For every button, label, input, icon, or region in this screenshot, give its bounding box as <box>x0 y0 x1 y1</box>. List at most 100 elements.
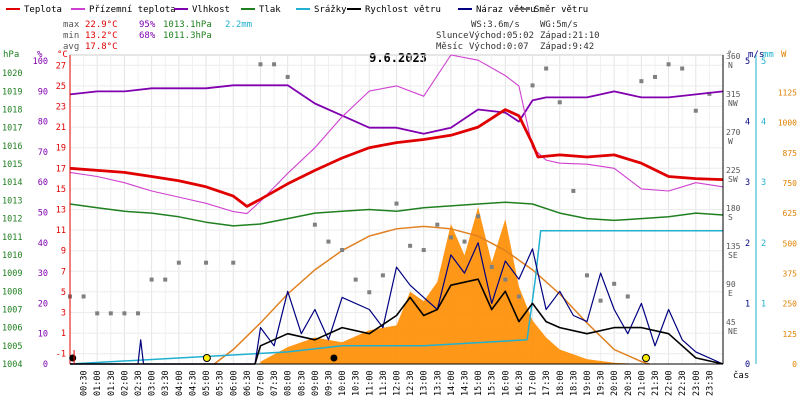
wind-direction-point <box>408 243 413 248</box>
x-tick-label: 08:00 <box>284 370 294 396</box>
wind-direction-point <box>666 62 671 67</box>
temperature-tick-label: 15 <box>56 185 66 195</box>
wind-direction-point <box>108 311 113 316</box>
stats-block: max 22.9°C 95% 1013.1hPa 2.2mm min 13.2°… <box>63 20 252 52</box>
wind-direction-point <box>557 100 562 105</box>
solar-tick-label: 1000 <box>778 119 797 128</box>
wind-direction-point <box>367 290 372 295</box>
temperature-tick-label: -1 <box>56 350 66 360</box>
solar-tick-label: 500 <box>783 239 798 248</box>
solar-tick-label: 0 <box>792 360 797 369</box>
sunrise-marker <box>202 354 211 362</box>
direction-name-label: NE <box>728 327 738 336</box>
x-tick-label: 20:30 <box>624 370 634 396</box>
wind-direction-point <box>122 311 127 316</box>
x-tick-label: 07:30 <box>270 370 280 396</box>
wind-direction-point <box>340 248 345 253</box>
wind-direction-point <box>652 74 657 79</box>
x-tick-label: 18:30 <box>569 370 579 396</box>
pressure-tick-label: 1010 <box>2 251 22 261</box>
wind-direction-point <box>285 74 290 79</box>
wind-direction-point <box>176 260 181 265</box>
wind-direction-point <box>462 239 467 244</box>
x-tick-label: 22:00 <box>665 370 675 396</box>
humidity-tick-label: 10 <box>38 330 48 340</box>
pressure-tick-label: 1017 <box>2 124 22 134</box>
wind-direction-point <box>394 201 399 206</box>
wind-direction-point <box>353 277 358 282</box>
wind-direction-points <box>68 62 712 316</box>
x-tick-label: 20:00 <box>610 370 620 396</box>
pressure-tick-label: 1011 <box>2 233 22 243</box>
chart-title: 9.6.2023 <box>369 51 427 65</box>
x-tick-label: 13:30 <box>433 370 443 396</box>
wind-direction-point <box>707 91 712 96</box>
temperature-tick-label: 1 <box>61 329 66 339</box>
moon-set: Západ:9:42 <box>540 42 594 52</box>
x-tick-label: 16:00 <box>501 370 511 396</box>
x-tick-label: 22:30 <box>678 370 688 396</box>
wind-direction-point <box>680 66 685 71</box>
temperature-tick-label: 27 <box>56 61 66 71</box>
wind-speed-tick-label: 0 <box>745 360 750 370</box>
humidity-tick-label: 20 <box>38 299 48 309</box>
direction-name-label: E <box>728 289 733 298</box>
x-tick-label: 10:00 <box>338 370 348 396</box>
x-tick-label: 08:30 <box>297 370 307 396</box>
temperature-tick-label: 9 <box>61 247 66 257</box>
temperature-tick-label: 11 <box>56 226 66 236</box>
direction-tick-label: 360 <box>726 52 741 61</box>
temperature-tick-label: 13 <box>56 206 66 216</box>
stats-avg-temp: 17.8°C <box>85 42 118 52</box>
x-tick-label: 10:30 <box>352 370 362 396</box>
legend-label: Rychlost větru <box>365 5 441 15</box>
x-tick-label: 04:00 <box>175 370 185 396</box>
stats-avg-label: avg <box>63 42 79 52</box>
x-tick-label: 05:30 <box>216 370 226 396</box>
x-tick-label: 18:00 <box>556 370 566 396</box>
temperature-tick-label: 19 <box>56 144 66 154</box>
series-line-p-zemn-teplota <box>69 54 724 215</box>
x-tick-label: 15:00 <box>474 370 484 396</box>
wind-gust-info: WG:5m/s <box>540 20 578 30</box>
direction-name-label: SW <box>728 175 738 184</box>
temperature-tick-label: 3 <box>61 309 66 319</box>
stats-min-temp: 13.2°C <box>85 31 118 41</box>
solar-tick-label: 750 <box>783 179 798 188</box>
x-tick-label: 03:00 <box>148 370 158 396</box>
wind-direction-point <box>612 281 617 286</box>
x-tick-label: 23:00 <box>692 370 702 396</box>
rain-tick-label: 1 <box>761 299 766 309</box>
stats-max-rain: 2.2mm <box>225 20 252 30</box>
series-line-vlhkost <box>69 84 724 135</box>
wind-direction-point <box>639 79 644 84</box>
x-tick-label: 14:00 <box>447 370 457 396</box>
solar-tick-label: 125 <box>783 330 798 339</box>
series-line-sr-ky <box>69 229 723 365</box>
wind-direction-point <box>231 260 236 265</box>
x-tick-label: 00:30 <box>80 370 90 396</box>
wind-direction-point <box>693 108 698 113</box>
x-tick-label: 23:30 <box>705 370 715 396</box>
x-tick-label: 12:00 <box>393 370 403 396</box>
x-tick-label: 14:30 <box>461 370 471 396</box>
wind-direction-point <box>421 248 426 253</box>
wind-direction-point <box>476 214 481 219</box>
x-tick-label: 07:00 <box>256 370 266 396</box>
direction-tick-label: 225 <box>726 166 741 175</box>
wind-direction-point <box>136 311 141 316</box>
x-tick-label: 11:00 <box>365 370 375 396</box>
temperature-tick-label: 25 <box>56 82 66 92</box>
legend-label: Přízemní teplota <box>89 5 176 15</box>
wind-direction-point <box>95 311 100 316</box>
direction-tick-label: 90 <box>726 280 736 289</box>
unit-solar: W <box>781 50 787 60</box>
wind-direction-point <box>380 273 385 278</box>
x-tick-label: 11:30 <box>379 370 389 396</box>
direction-name-label: SE <box>728 251 738 260</box>
markers <box>69 350 651 364</box>
wind-direction-point <box>448 235 453 240</box>
pressure-tick-label: 1005 <box>2 342 22 352</box>
series-line-teplota <box>69 108 724 208</box>
direction-name-label: NW <box>728 99 738 108</box>
